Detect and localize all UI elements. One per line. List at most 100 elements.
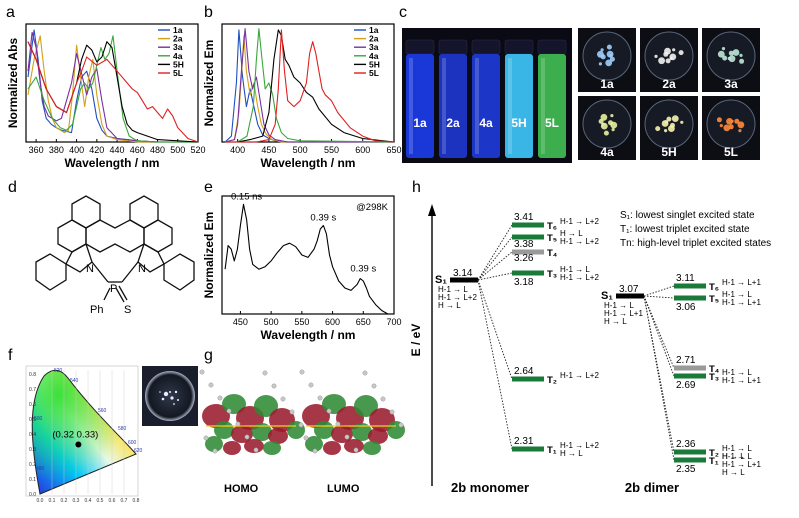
ring-center	[85, 219, 145, 253]
cie-y-tick: 0.2	[29, 462, 36, 468]
orbital-lobe	[205, 436, 223, 452]
orbital-lobe	[268, 428, 288, 444]
atom-h	[289, 409, 295, 415]
x-tick-label: 450	[261, 145, 276, 155]
atom-h	[212, 448, 218, 454]
glow-spot	[721, 47, 726, 51]
photo-label-5H: 5H	[661, 145, 676, 159]
x-tick-label: 400	[69, 145, 84, 155]
peak-label-1: 0.15 ns	[231, 191, 262, 202]
glow-spot	[716, 117, 722, 123]
vial-cap	[537, 39, 567, 55]
panel-g-orbitals: HOMO LUMO	[199, 369, 405, 495]
glow-spot	[722, 55, 728, 61]
cie-x-tick: 0.4	[85, 498, 92, 504]
diagram-title: 2b dimer	[625, 480, 679, 495]
triplet-level	[512, 376, 544, 382]
energy-axis-arrow	[428, 204, 436, 216]
transition-path	[643, 295, 675, 377]
triplet-state-label: T₄	[547, 248, 558, 259]
vial-5L	[538, 54, 566, 158]
glow-spot	[597, 50, 604, 58]
dish-4a	[582, 99, 632, 149]
series-line-2b	[224, 203, 389, 315]
cie-y-tick: 0.6	[29, 402, 36, 408]
triplet-transition: H-1 → L+2	[560, 371, 599, 380]
atom-h	[199, 369, 205, 375]
panel-letter-f: f	[8, 347, 13, 364]
ring-pyrrole-left	[65, 243, 93, 273]
legend-label-1a: 1a	[369, 25, 379, 35]
chart-absorption: 360 380 400 420 440 460 480 500 520 Wavelength / …	[6, 23, 206, 170]
triplet-state-label: T₆	[547, 221, 557, 232]
triplet-level	[512, 446, 544, 452]
atom-h	[203, 435, 209, 441]
glow-spot	[737, 121, 745, 129]
glow-spot	[728, 55, 736, 63]
cie-y-tick: 0.7	[29, 387, 36, 393]
triplet-state-label: T₂	[547, 375, 557, 386]
cie-wavelength-label: 560	[98, 408, 107, 414]
triplet-energy: 2.64	[514, 366, 534, 377]
glow-spot	[669, 53, 677, 61]
glow-spot	[666, 116, 672, 122]
vial-label-1a: 1a	[413, 116, 427, 130]
homo-label: HOMO	[224, 483, 259, 495]
atom-h	[303, 435, 309, 441]
series-line-4a	[27, 35, 198, 143]
vial-highlight	[442, 58, 446, 154]
atom-h	[308, 382, 314, 388]
photo-label-1a: 1a	[600, 77, 614, 91]
glow-spot	[654, 54, 658, 59]
triplet-state-label: T₃	[709, 372, 719, 383]
atom-h	[244, 434, 250, 440]
triplet-transition: H-1 → L	[722, 290, 752, 299]
s1-energy: 3.07	[619, 284, 639, 295]
cie-x-tick: 0.0	[37, 498, 44, 504]
panel-c-photos: 1a 2a 4a 5H 5L 1a 2a 3a 4a 5H 5L	[402, 28, 760, 163]
state-legend-2: T₁: lowest triplet excited state	[620, 224, 750, 235]
bond-p-s-2	[118, 285, 128, 301]
cie-wavelength-label: 480	[36, 466, 45, 472]
dish-2a	[644, 31, 694, 81]
x-tick-label: 500	[170, 145, 185, 155]
glow-spot	[738, 129, 742, 133]
series-line-5L	[27, 41, 199, 143]
triplet-transition: H-1 → L	[560, 265, 590, 274]
vial-cap	[438, 39, 468, 55]
cie-x-tick: 0.2	[61, 498, 68, 504]
triplet-energy: 3.38	[514, 239, 534, 250]
crystal-glints	[159, 390, 179, 405]
legend-label-3a: 3a	[369, 42, 379, 52]
peak-label-3: 0.39 s	[350, 264, 376, 275]
panel-letter-g: g	[204, 347, 213, 364]
x-tick-label: 500	[264, 317, 279, 327]
legend-label-5L: 5L	[369, 68, 379, 78]
x-tick-label: 700	[386, 317, 401, 327]
glow-spot	[739, 58, 745, 64]
atom-p: P	[110, 283, 117, 295]
glow-spot	[600, 122, 608, 130]
photo-label-3a: 3a	[724, 77, 738, 91]
ring-mid-right	[143, 219, 173, 253]
triplet-energy: 2.36	[676, 439, 696, 450]
series-line-5H	[225, 29, 395, 143]
triplet-energy: 3.18	[514, 277, 534, 288]
x-tick-label: 450	[233, 317, 248, 327]
vial-4a	[472, 54, 500, 158]
state-legend-1: S₁: lowest singlet excited state	[620, 210, 755, 221]
s1-transition: H → L	[438, 301, 461, 310]
atom-h	[217, 395, 223, 401]
cie-y-tick: 0.5	[29, 417, 36, 423]
s1-transition: H-1 → L	[604, 301, 634, 310]
glow-spot	[680, 120, 684, 124]
x-tick-label: 520	[190, 145, 205, 155]
vial-highlight	[409, 58, 413, 154]
x-tick-label: 400	[230, 145, 245, 155]
vial-cap	[471, 39, 501, 55]
panel-letter-d: d	[8, 179, 17, 196]
triplet-level	[512, 249, 544, 255]
triplet-transition: H-1 → L	[722, 368, 752, 377]
glow-spot	[603, 130, 609, 136]
triplet-energy: 2.71	[676, 355, 696, 366]
